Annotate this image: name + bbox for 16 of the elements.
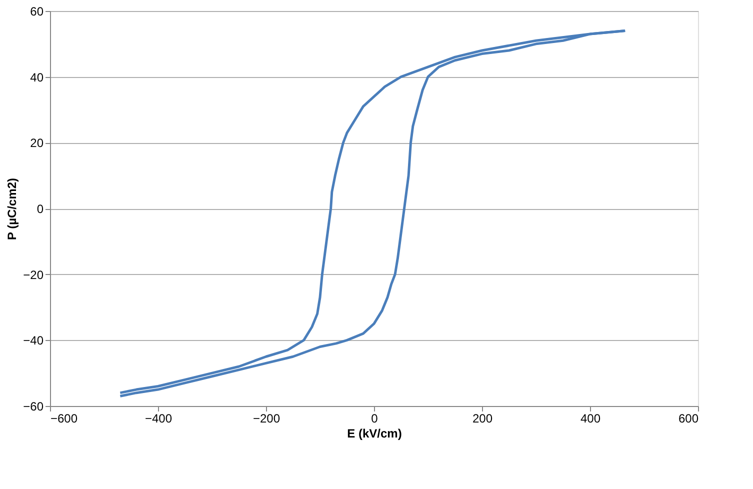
x-axis-title: E (kV/cm) bbox=[347, 426, 402, 440]
x-tick-label: 400 bbox=[580, 412, 601, 426]
y-tick-label: 0 bbox=[36, 202, 44, 216]
y-tick-label: 60 bbox=[30, 4, 44, 18]
y-axis-title: P (µC/cm2) bbox=[5, 178, 20, 240]
x-tick-label: 600 bbox=[678, 412, 699, 426]
y-tick-label: −20 bbox=[23, 268, 44, 282]
x-tick-label: 200 bbox=[472, 412, 493, 426]
y-tick-label: −40 bbox=[23, 334, 44, 348]
x-tick-label: −200 bbox=[252, 412, 280, 426]
y-tick-label: 20 bbox=[30, 136, 44, 150]
x-tick-label: 0 bbox=[371, 412, 378, 426]
x-tick-label: −400 bbox=[144, 412, 172, 426]
y-tick-label: 40 bbox=[30, 70, 44, 84]
y-tick-label: −60 bbox=[23, 400, 44, 414]
x-tick-label: −600 bbox=[50, 412, 78, 426]
